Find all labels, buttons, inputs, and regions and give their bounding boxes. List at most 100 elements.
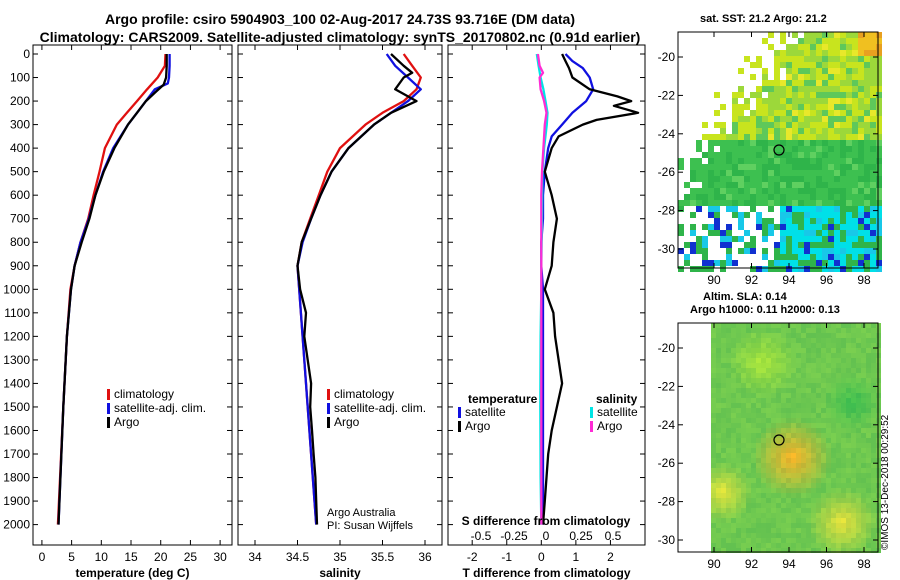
sla-cell bbox=[751, 428, 756, 433]
sst-cell bbox=[714, 176, 720, 182]
sla-cell bbox=[811, 493, 816, 498]
sla-cell bbox=[851, 363, 856, 368]
sla-cell bbox=[796, 363, 801, 368]
sst-cell bbox=[678, 248, 684, 254]
sst-cell bbox=[852, 176, 858, 182]
sst-cell bbox=[756, 224, 762, 230]
sla-cell bbox=[851, 513, 856, 518]
sla-cell bbox=[826, 498, 831, 503]
sla-cell bbox=[741, 443, 746, 448]
sst-cell bbox=[864, 206, 870, 212]
sla-cell bbox=[846, 498, 851, 503]
sst-cell bbox=[876, 110, 882, 116]
sla-cell bbox=[831, 533, 836, 538]
sst-cell bbox=[816, 206, 822, 212]
sla-cell bbox=[861, 373, 866, 378]
sst-cell bbox=[840, 80, 846, 86]
sst-cell bbox=[816, 122, 822, 128]
sla-cell bbox=[716, 413, 721, 418]
sst-cell bbox=[756, 56, 762, 62]
sst-cell bbox=[744, 212, 750, 218]
sla-cell bbox=[711, 363, 716, 368]
sst-cell bbox=[840, 266, 846, 272]
sla-cell bbox=[831, 388, 836, 393]
sla-cell bbox=[791, 393, 796, 398]
sla-cell bbox=[711, 408, 716, 413]
sst-cell bbox=[840, 242, 846, 248]
sla-cell bbox=[836, 363, 841, 368]
sla-cell bbox=[726, 373, 731, 378]
sla-cell bbox=[786, 363, 791, 368]
x-tick-label: 34.5 bbox=[286, 550, 310, 564]
sla-cell bbox=[746, 393, 751, 398]
sla-cell bbox=[871, 323, 876, 328]
sst-cell bbox=[828, 80, 834, 86]
sst-cell bbox=[858, 32, 864, 38]
sla-cell bbox=[766, 478, 771, 483]
sla-cell bbox=[736, 468, 741, 473]
sst-cell bbox=[792, 122, 798, 128]
sst-cell bbox=[876, 116, 882, 122]
sst-cell bbox=[810, 140, 816, 146]
sla-cell bbox=[851, 428, 856, 433]
sst-cell bbox=[762, 218, 768, 224]
sst-cell bbox=[780, 260, 786, 266]
sla-cell bbox=[831, 548, 836, 553]
sla-cell bbox=[836, 333, 841, 338]
sla-cell bbox=[826, 483, 831, 488]
sla-cell bbox=[721, 523, 726, 528]
sst-cell bbox=[816, 80, 822, 86]
sla-cell bbox=[791, 408, 796, 413]
sst-cell bbox=[810, 122, 816, 128]
sla-cell bbox=[771, 383, 776, 388]
sst-cell bbox=[732, 146, 738, 152]
sla-cell bbox=[841, 393, 846, 398]
sla-cell bbox=[816, 448, 821, 453]
sla-cell bbox=[751, 338, 756, 343]
sla-cell bbox=[856, 523, 861, 528]
sla-cell bbox=[836, 358, 841, 363]
sla-cell bbox=[801, 533, 806, 538]
sst-cell bbox=[846, 152, 852, 158]
sst-cell bbox=[738, 164, 744, 170]
sst-cell bbox=[870, 212, 876, 218]
sla-cell bbox=[821, 433, 826, 438]
sla-cell bbox=[756, 543, 761, 548]
sla-cell bbox=[861, 478, 866, 483]
sla-cell bbox=[841, 348, 846, 353]
sst-cell bbox=[876, 80, 882, 86]
sst-cell bbox=[870, 146, 876, 152]
sla-cell bbox=[716, 418, 721, 423]
sst-cell bbox=[708, 188, 714, 194]
sla-cell bbox=[861, 503, 866, 508]
sst-cell bbox=[840, 68, 846, 74]
sst-cell bbox=[804, 146, 810, 152]
sst-cell bbox=[696, 248, 702, 254]
sst-cell bbox=[852, 194, 858, 200]
sla-cell bbox=[861, 473, 866, 478]
sla-cell bbox=[826, 383, 831, 388]
sla-cell bbox=[771, 523, 776, 528]
sla-cell bbox=[796, 428, 801, 433]
sla-cell bbox=[826, 513, 831, 518]
sst-cell bbox=[804, 224, 810, 230]
sst-cell bbox=[858, 248, 864, 254]
sla-cell bbox=[791, 533, 796, 538]
sla-cell bbox=[746, 518, 751, 523]
sla-cell bbox=[731, 538, 736, 543]
sla-cell bbox=[776, 328, 781, 333]
sst-cell bbox=[846, 176, 852, 182]
sla-cell bbox=[766, 388, 771, 393]
sla-cell bbox=[781, 528, 786, 533]
map-x-tick-label: 90 bbox=[707, 557, 721, 571]
sla-cell bbox=[856, 538, 861, 543]
sst-cell bbox=[846, 194, 852, 200]
sla-cell bbox=[751, 498, 756, 503]
sla-cell bbox=[756, 328, 761, 333]
sla-cell bbox=[726, 393, 731, 398]
sla-cell bbox=[796, 493, 801, 498]
sst-cell bbox=[786, 122, 792, 128]
sst-cell bbox=[864, 242, 870, 248]
sst-cell bbox=[852, 128, 858, 134]
sst-cell bbox=[852, 188, 858, 194]
